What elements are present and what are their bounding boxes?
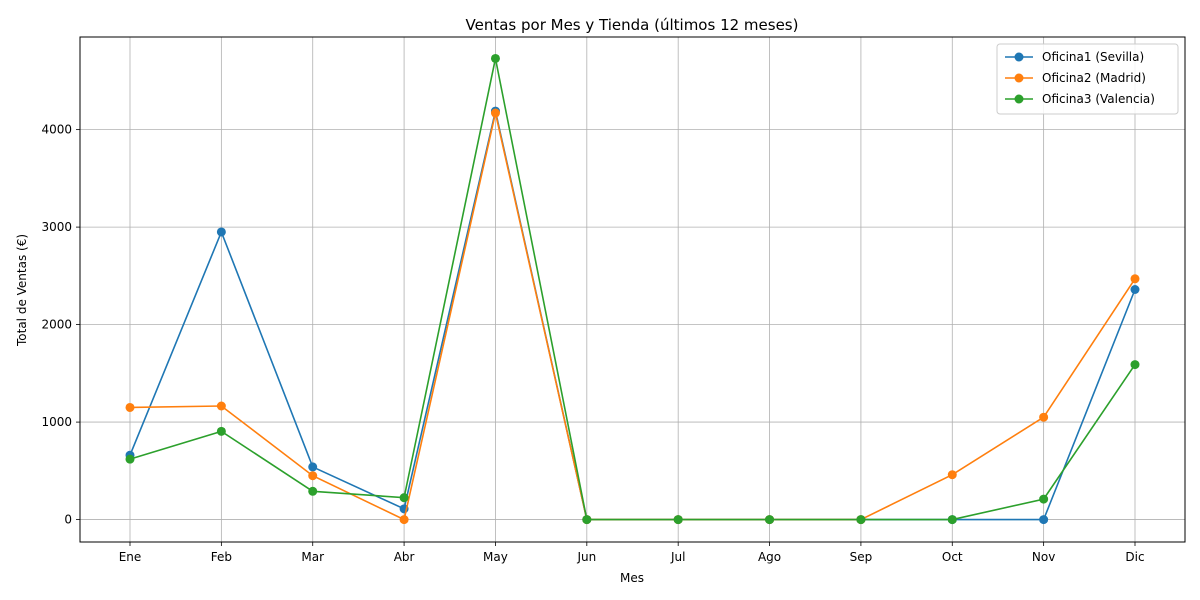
- x-axis-ticks: Ene Feb Mar Abr May Jun Jul Ago Sep Oct Nov Dic: [119, 542, 1145, 564]
- chart-title: Ventas por Mes y Tienda (últimos 12 mese…: [466, 16, 799, 34]
- data-point: [490, 53, 500, 63]
- x-tick-label: Abr: [394, 550, 415, 564]
- x-tick-label: Feb: [211, 550, 232, 564]
- legend-label: Oficina3 (Valencia): [1042, 92, 1155, 106]
- data-point: [1130, 285, 1140, 294]
- y-tick-label: 0: [64, 513, 72, 527]
- data-point: [1130, 360, 1140, 370]
- legend-label: Oficina2 (Madrid): [1042, 71, 1146, 85]
- data-point: [399, 515, 409, 525]
- x-tick-label: Oct: [942, 550, 963, 564]
- data-point: [1130, 274, 1140, 284]
- series-line: [129, 110, 1136, 521]
- data-point: [856, 515, 866, 525]
- y-tick-label: 1000: [41, 415, 72, 429]
- data-point: [673, 515, 683, 525]
- y-tick-label: 2000: [41, 318, 72, 332]
- data-point: [765, 515, 775, 525]
- legend-item: Oficina2 (Madrid): [1005, 71, 1146, 85]
- x-tick-label: May: [483, 550, 508, 564]
- legend-box: [996, 43, 1179, 115]
- x-tick-label: Ene: [119, 550, 142, 564]
- data-point: [1039, 515, 1049, 525]
- data-point: [125, 454, 135, 464]
- y-axis-ticks: 0 1000 2000 3000 4000: [41, 123, 80, 527]
- legend-marker: [1014, 73, 1024, 83]
- series-line: [129, 58, 1136, 521]
- x-tick-label: Sep: [850, 550, 873, 564]
- data-point: [308, 471, 318, 481]
- x-axis-title: Mes: [620, 571, 644, 585]
- x-tick-label: Nov: [1032, 550, 1055, 564]
- plot-frame: [79, 36, 1186, 543]
- data-point: [582, 515, 592, 525]
- series-3: [125, 53, 1140, 525]
- data-point: [125, 402, 135, 412]
- legend-marker: [1014, 94, 1024, 104]
- data-point: [490, 108, 500, 118]
- x-tick-label: Mar: [301, 550, 324, 564]
- legend-item: Oficina1 (Sevilla): [1005, 50, 1144, 64]
- x-tick-label: Dic: [1125, 550, 1144, 564]
- legend-marker: [1014, 52, 1024, 62]
- x-tick-label: Jun: [576, 550, 596, 564]
- x-tick-label: Jul: [670, 550, 685, 564]
- data-point: [308, 462, 318, 472]
- legend-label: Oficina1 (Sevilla): [1042, 50, 1144, 64]
- data-point: [216, 227, 226, 237]
- data-point: [216, 426, 226, 436]
- data-point: [1039, 494, 1049, 504]
- series-1: [125, 106, 1140, 525]
- data-point: [399, 493, 409, 503]
- series-2: [125, 108, 1140, 525]
- y-axis-title: Total de Ventas (€): [15, 234, 29, 347]
- series-layer: [125, 53, 1140, 525]
- legend-item: Oficina3 (Valencia): [1005, 92, 1155, 106]
- data-point: [947, 470, 957, 480]
- y-tick-label: 3000: [41, 220, 72, 234]
- x-tick-label: Ago: [758, 550, 781, 564]
- data-point: [216, 401, 226, 411]
- data-point: [1039, 412, 1049, 422]
- series-line: [129, 112, 1136, 521]
- y-tick-label: 4000: [41, 123, 72, 137]
- data-point: [947, 515, 957, 525]
- data-point: [308, 486, 318, 496]
- legend: Oficina1 (Sevilla) Oficina2 (Madrid) Ofici…: [996, 43, 1179, 115]
